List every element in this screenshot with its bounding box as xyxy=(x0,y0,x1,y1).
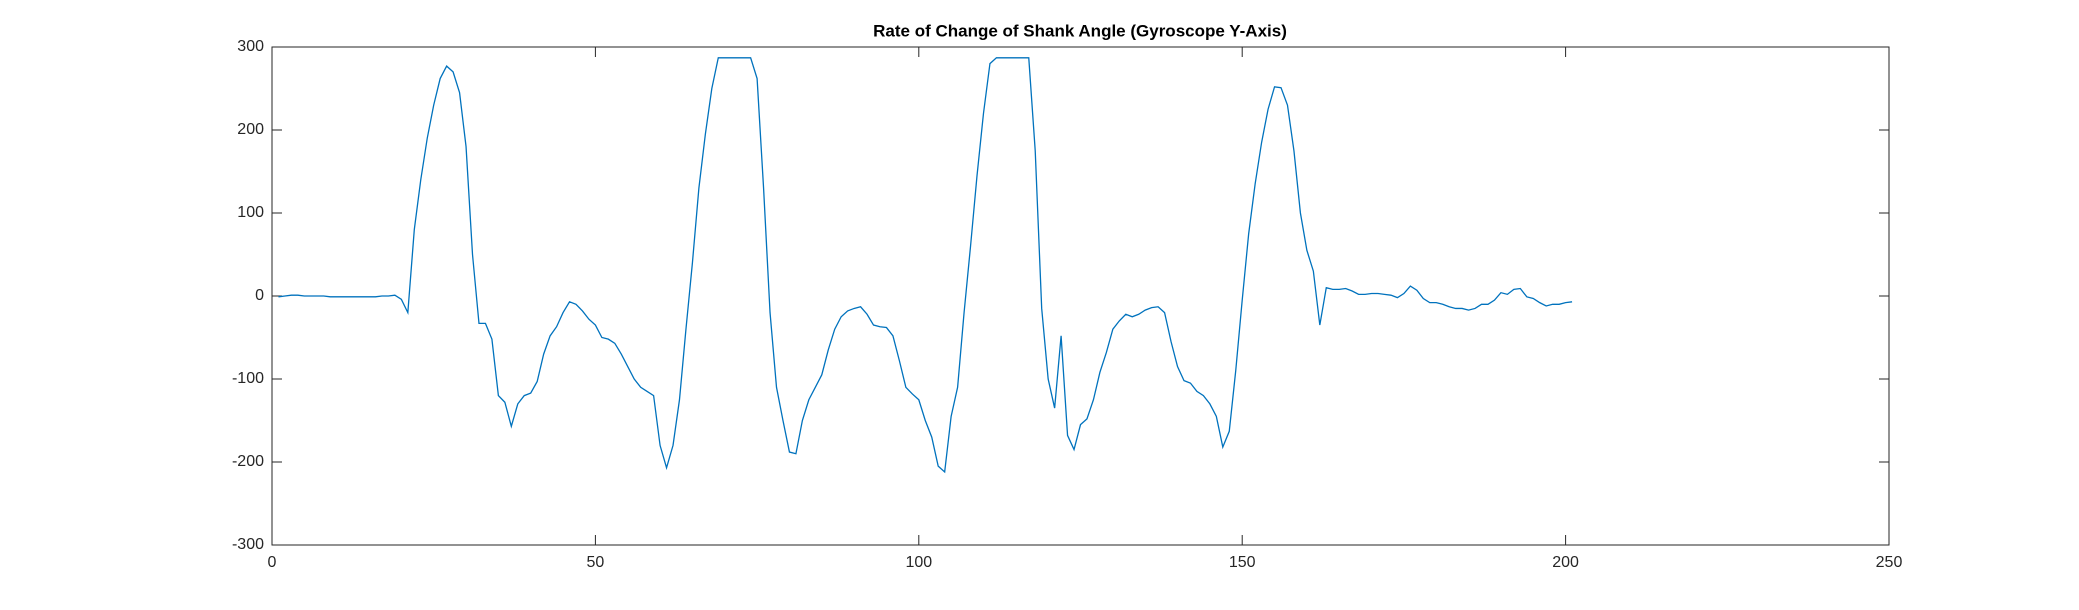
y-tick-label: -100 xyxy=(232,370,264,387)
y-tick-label: -200 xyxy=(232,453,264,470)
axes-box xyxy=(271,46,1890,546)
y-tick-label: 100 xyxy=(237,204,264,221)
y-tick-label: 200 xyxy=(237,121,264,138)
x-tick-label: 100 xyxy=(905,554,932,571)
y-tick-label: 300 xyxy=(237,38,264,55)
x-tick-label: 250 xyxy=(1876,554,1903,571)
x-tick-label: 0 xyxy=(268,554,277,571)
x-tick-label: 150 xyxy=(1229,554,1256,571)
x-tick-label: 200 xyxy=(1552,554,1579,571)
data-line xyxy=(278,57,1573,474)
y-tick-label: -300 xyxy=(232,536,264,553)
x-tick-label: 50 xyxy=(587,554,605,571)
y-tick-label: 0 xyxy=(255,287,264,304)
chart-title: Rate of Change of Shank Angle (Gyroscope… xyxy=(873,21,1287,40)
